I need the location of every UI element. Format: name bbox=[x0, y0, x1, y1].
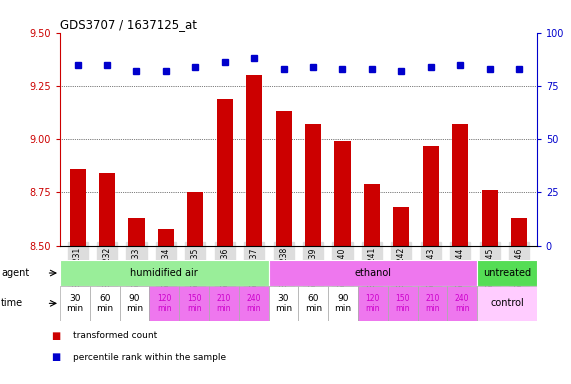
Text: 240
min: 240 min bbox=[247, 294, 261, 313]
Text: time: time bbox=[1, 298, 23, 308]
Bar bbox=[417, 286, 447, 321]
Text: 60
min: 60 min bbox=[96, 294, 113, 313]
Bar bbox=[239, 286, 268, 321]
Text: 120
min: 120 min bbox=[157, 294, 171, 313]
Text: ■: ■ bbox=[51, 352, 61, 362]
Bar bbox=[216, 99, 233, 246]
Bar bbox=[452, 124, 468, 246]
Text: 210
min: 210 min bbox=[425, 294, 440, 313]
Text: control: control bbox=[490, 298, 524, 308]
Text: 90
min: 90 min bbox=[335, 294, 352, 313]
Bar bbox=[209, 286, 239, 321]
Bar bbox=[299, 286, 328, 321]
Text: GDS3707 / 1637125_at: GDS3707 / 1637125_at bbox=[60, 18, 197, 31]
Text: 30
min: 30 min bbox=[66, 294, 83, 313]
Text: transformed count: transformed count bbox=[73, 331, 158, 341]
Text: humidified air: humidified air bbox=[130, 268, 198, 278]
Bar bbox=[481, 190, 498, 246]
Bar bbox=[447, 286, 477, 321]
Bar bbox=[328, 286, 358, 321]
Bar bbox=[90, 286, 119, 321]
Text: 30
min: 30 min bbox=[275, 294, 292, 313]
Text: 120
min: 120 min bbox=[365, 294, 380, 313]
Text: 150
min: 150 min bbox=[187, 294, 202, 313]
Bar bbox=[60, 260, 268, 286]
Bar bbox=[358, 286, 388, 321]
Bar bbox=[187, 192, 203, 246]
Text: agent: agent bbox=[1, 268, 29, 278]
Text: 150
min: 150 min bbox=[395, 294, 410, 313]
Text: untreated: untreated bbox=[483, 268, 531, 278]
Text: 60
min: 60 min bbox=[305, 294, 322, 313]
Bar bbox=[393, 207, 409, 246]
Bar bbox=[335, 141, 351, 246]
Bar bbox=[511, 218, 527, 246]
Bar bbox=[70, 169, 86, 246]
Bar bbox=[150, 286, 179, 321]
Bar bbox=[423, 146, 439, 246]
Bar bbox=[268, 286, 299, 321]
Bar bbox=[364, 184, 380, 246]
Bar bbox=[246, 75, 262, 246]
Bar bbox=[99, 173, 115, 246]
Bar bbox=[119, 286, 150, 321]
Text: percentile rank within the sample: percentile rank within the sample bbox=[73, 353, 226, 362]
Bar bbox=[305, 124, 321, 246]
Bar bbox=[60, 286, 90, 321]
Bar bbox=[158, 229, 174, 246]
Text: 210
min: 210 min bbox=[216, 294, 231, 313]
Bar bbox=[128, 218, 144, 246]
Text: 240
min: 240 min bbox=[455, 294, 469, 313]
Bar bbox=[477, 260, 537, 286]
Bar bbox=[388, 286, 417, 321]
Text: ■: ■ bbox=[51, 331, 61, 341]
Bar bbox=[179, 286, 209, 321]
Bar bbox=[268, 260, 477, 286]
Bar bbox=[276, 111, 292, 246]
Text: 90
min: 90 min bbox=[126, 294, 143, 313]
Text: ethanol: ethanol bbox=[355, 268, 391, 278]
Bar bbox=[477, 286, 537, 321]
